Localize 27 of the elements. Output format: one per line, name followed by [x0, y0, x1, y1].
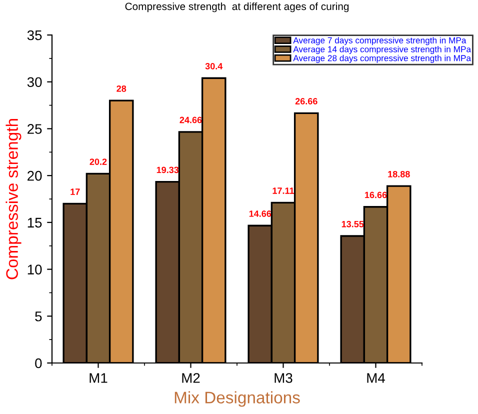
x-tick-label: M4: [367, 373, 385, 383]
data-label: 17: [70, 188, 80, 195]
y-tick-label: 10: [28, 264, 42, 274]
data-label: 20.2: [90, 158, 107, 165]
data-label: 26.66: [295, 98, 318, 104]
x-tick-label: M2: [182, 373, 200, 383]
y-axis-title: Compressive strength: [6, 119, 22, 280]
legend-label: Average 14 days compressive strength in MPa: [293, 46, 472, 54]
chart-title: Compressive strength at different ages of curing: [125, 2, 349, 12]
y-tick-label: 5: [35, 312, 42, 322]
y-tick-label: 0: [35, 358, 42, 368]
y-tick-label: 20: [28, 170, 42, 181]
data-label: 28: [116, 85, 126, 92]
data-label: 17.11: [272, 188, 294, 194]
y-tick-label: 15: [28, 218, 42, 228]
legend-label: Average 28 days compressive strength in MPa: [293, 54, 472, 63]
data-label: 19.33: [156, 166, 179, 174]
x-tick-label: M1: [90, 373, 108, 383]
x-axis-title: Mix Designations: [174, 391, 300, 407]
legend-label: Average 7 days compressive strength in MPa: [293, 37, 466, 46]
y-tick-label: 30: [27, 77, 42, 88]
data-label: 30.4: [205, 62, 223, 70]
y-tick-label: 25: [28, 124, 42, 134]
data-label: 14.66: [249, 210, 272, 217]
data-label: 18.88: [388, 170, 410, 178]
y-tick-label: 35: [27, 30, 42, 40]
x-tick-label: M3: [274, 373, 292, 383]
